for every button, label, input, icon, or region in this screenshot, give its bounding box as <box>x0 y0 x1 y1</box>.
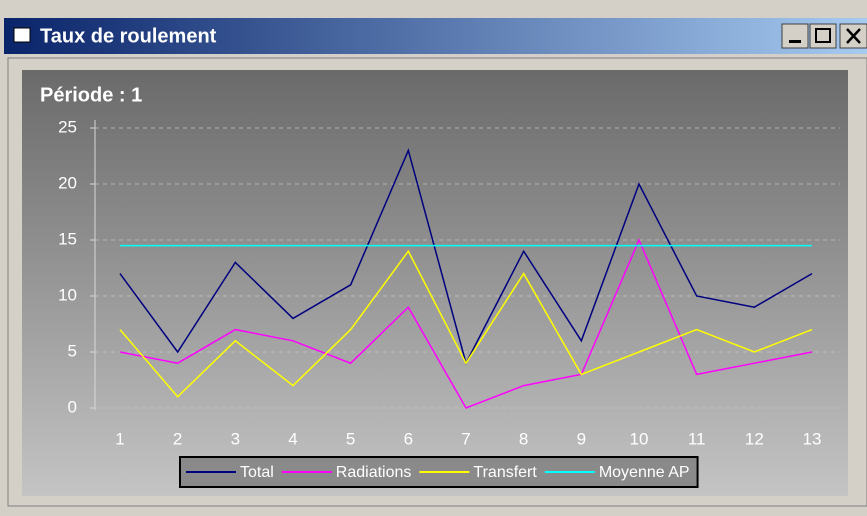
x-tick-label: 10 <box>630 429 649 448</box>
x-tick-label: 2 <box>173 429 182 448</box>
legend-label: Moyenne AP <box>599 464 690 481</box>
y-tick-label: 20 <box>58 173 77 192</box>
x-tick-label: 7 <box>461 429 470 448</box>
legend-label: Transfert <box>473 464 537 481</box>
chart-area <box>22 70 848 496</box>
close-glyph <box>846 28 861 44</box>
x-tick-label: 13 <box>803 429 822 448</box>
maximize-glyph <box>815 28 831 43</box>
window-title: Taux de roulement <box>40 25 217 47</box>
x-tick-label: 3 <box>231 429 240 448</box>
y-tick-label: 5 <box>68 341 77 360</box>
y-tick-label: 10 <box>58 285 77 304</box>
window-buttons[interactable] <box>781 23 867 49</box>
y-tick-label: 25 <box>58 117 77 136</box>
series-line <box>119 249 813 398</box>
x-tick-label: 5 <box>346 429 355 448</box>
x-tick-label: 9 <box>577 429 586 448</box>
series-line <box>119 238 813 409</box>
window-icon <box>13 27 31 43</box>
x-tick-label: 12 <box>745 429 764 448</box>
title-bar <box>4 18 867 54</box>
legend-label: Radiations <box>336 464 412 481</box>
y-tick-label: 15 <box>58 229 77 248</box>
legend-label: Total <box>240 464 274 481</box>
maximize-button[interactable] <box>809 23 837 49</box>
minimize-glyph <box>789 40 801 43</box>
x-tick-label: 1 <box>115 429 124 448</box>
chart-title: Période : 1 <box>40 84 142 106</box>
x-tick-label: 4 <box>288 429 297 448</box>
x-tick-label: 6 <box>404 429 413 448</box>
x-tick-label: 11 <box>688 429 706 448</box>
y-tick-label: 0 <box>68 397 77 416</box>
x-tick-label: 8 <box>519 429 528 448</box>
minimize-button[interactable] <box>781 23 809 49</box>
